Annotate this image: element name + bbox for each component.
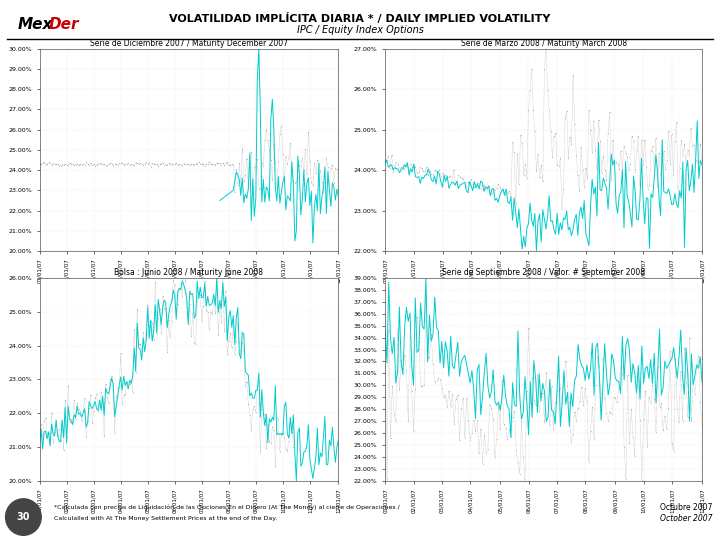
Text: VOLATILIDAD IMPLÍCITA DIARIA * / DAILY IMPLIED VOLATILITY: VOLATILIDAD IMPLÍCITA DIARIA * / DAILY I… bbox=[169, 14, 551, 24]
Text: *Calculada con precios de Liquidación de las Opciones En el Dinero (At The Money: *Calculada con precios de Liquidación de… bbox=[54, 505, 400, 510]
Title: Serie de Marzo 2008 / Maturity March 2008: Serie de Marzo 2008 / Maturity March 200… bbox=[461, 39, 626, 48]
Text: Der: Der bbox=[49, 17, 79, 32]
Legend: CALL, PUT: CALL, PUT bbox=[148, 321, 230, 333]
Text: Mex: Mex bbox=[18, 17, 53, 32]
Text: Octubre 2007: Octubre 2007 bbox=[660, 503, 713, 512]
Text: 30: 30 bbox=[17, 512, 30, 522]
Text: Calculalled with At The Money Settlement Prices at the end of the Day.: Calculalled with At The Money Settlement… bbox=[54, 516, 277, 521]
Title: Serie de Septiembre 2008 / Valor. # September 2008: Serie de Septiembre 2008 / Valor. # Sept… bbox=[442, 268, 645, 278]
Text: October 2007: October 2007 bbox=[660, 514, 713, 523]
Text: IPC / Equity Index Options: IPC / Equity Index Options bbox=[297, 25, 423, 35]
Legend: CALL, PUT: CALL, PUT bbox=[503, 321, 585, 333]
Circle shape bbox=[6, 499, 41, 535]
Title: Serie de Diciembre 2007 / Maturity December 2007: Serie de Diciembre 2007 / Maturity Decem… bbox=[90, 39, 288, 48]
Title: Bolsa : Junio 2008 / Maturity June 2008: Bolsa : Junio 2008 / Maturity June 2008 bbox=[114, 268, 264, 278]
